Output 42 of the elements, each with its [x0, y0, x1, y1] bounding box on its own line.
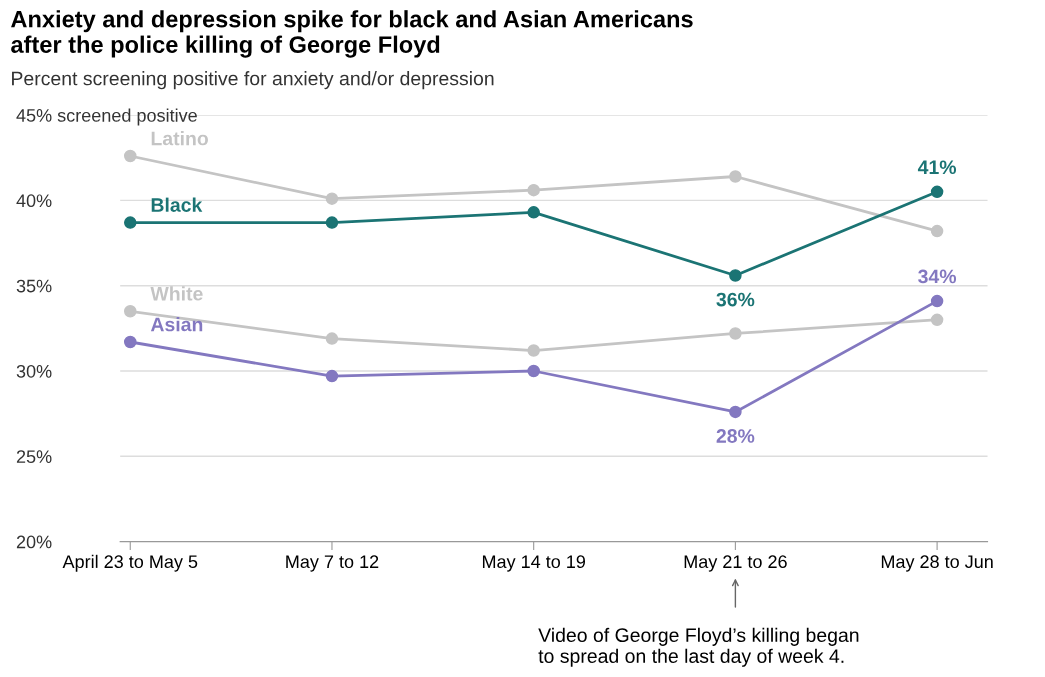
data-label: 36%	[716, 292, 755, 307]
point	[930, 294, 944, 308]
point	[729, 405, 742, 419]
y-tick-label: 30%	[16, 364, 52, 378]
point	[527, 183, 540, 197]
x-tick-label: May 14 to 19	[482, 555, 586, 572]
point	[527, 206, 540, 219]
y-tick-label: 20%	[16, 535, 52, 549]
x-tick-label: May 21 to 26	[684, 555, 787, 572]
series-label: Black	[151, 197, 203, 212]
data-label: 34%	[918, 269, 957, 284]
series-label: White	[150, 286, 203, 301]
point	[124, 216, 137, 229]
point	[527, 364, 540, 378]
series-label: Asian	[150, 317, 203, 332]
x-tick-label: April 23 to May 5	[62, 554, 198, 572]
point	[729, 170, 742, 183]
point	[325, 332, 339, 345]
y-tick-label: 40%	[16, 194, 52, 208]
x-tick-label: May 28 to Jun	[881, 555, 993, 572]
point	[930, 313, 944, 327]
y-tick-label: 25%	[16, 450, 52, 464]
point	[527, 344, 540, 357]
text: Video of George Floyd’s killing began to spread on the last day of week 4.	[538, 627, 859, 667]
point	[729, 327, 742, 340]
point	[124, 305, 137, 318]
point	[325, 192, 339, 205]
point	[325, 369, 339, 383]
chart-title: Anxiety and depression spike for black and Asian Americans after the police killing of George Floyd	[11, 10, 693, 58]
data-label: 41%	[917, 160, 957, 175]
point	[930, 224, 944, 238]
point	[930, 185, 944, 199]
series-label: Latino	[151, 131, 208, 146]
point	[729, 269, 742, 282]
chart-subtitle: Percent screening positive for anxiety and/or depression	[12, 71, 494, 90]
x-tick-label: May 7 to 12	[286, 555, 379, 572]
point	[124, 335, 137, 349]
point	[325, 216, 339, 229]
y-tick-label: 45% screened positive	[16, 108, 197, 126]
y-tick-label: 35%	[16, 279, 52, 293]
data-label: 28%	[716, 429, 755, 443]
point	[124, 149, 137, 163]
